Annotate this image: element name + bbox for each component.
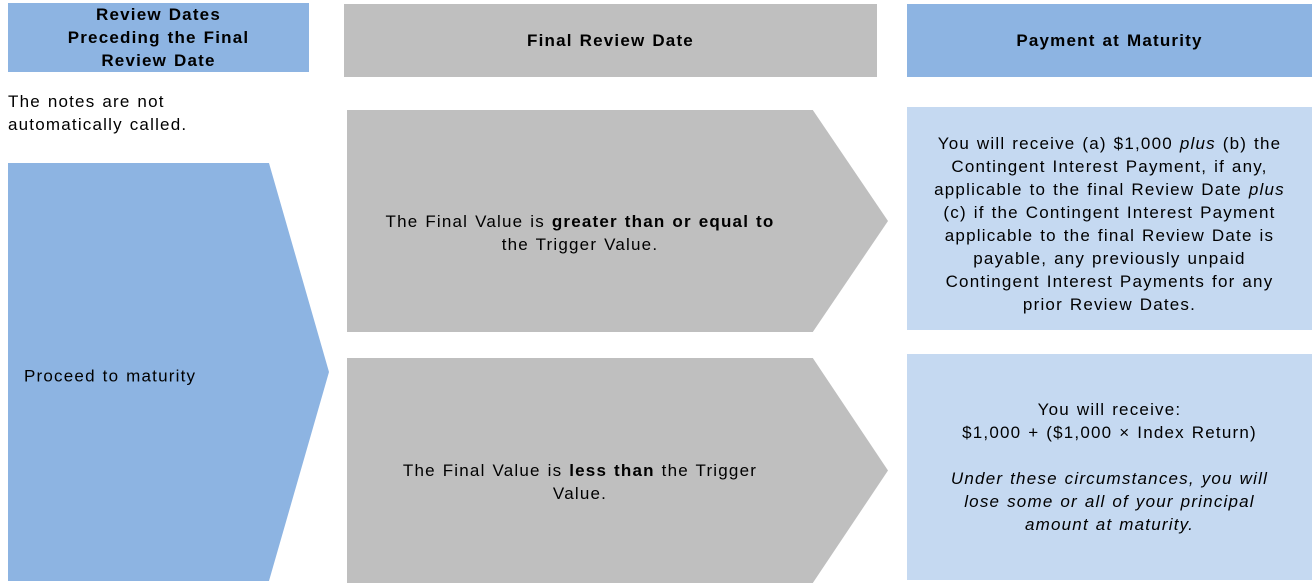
column-header-payment-at-maturity: Payment at Maturity: [907, 4, 1312, 77]
column-header-final-review-date-label: Final Review Date: [527, 31, 694, 50]
below-trigger-text-post: the Trigger Value.: [552, 461, 758, 503]
final-value-above-trigger-arrow: The Final Value is greater than or equal…: [347, 110, 888, 332]
payment-above-s2: (b) the Contingent Interest Payment, if …: [934, 134, 1282, 199]
above-trigger-text-pre: The Final Value is: [385, 211, 552, 231]
payment-above-plus-1: plus: [1179, 134, 1216, 153]
proceed-to-maturity-arrow: Proceed to maturity: [8, 163, 329, 581]
payment-above-s3: (c) if the Contingent Interest Payment a…: [943, 203, 1276, 314]
column-header-review-dates-label: Review Dates Preceding the Final Review …: [67, 5, 250, 70]
final-value-above-trigger-text: The Final Value is greater than or equal…: [386, 187, 775, 256]
column-header-payment-at-maturity-label: Payment at Maturity: [1016, 31, 1203, 50]
below-trigger-text-bold: less than: [569, 461, 655, 480]
column-header-review-dates: Review Dates Preceding the Final Review …: [8, 3, 309, 72]
column-header-final-review-date: Final Review Date: [344, 4, 877, 77]
above-trigger-text-post: the Trigger Value.: [501, 234, 659, 254]
payment-above-trigger-text: You will receive (a) $1,000 plus (b) the…: [934, 109, 1285, 316]
payment-above-plus-2: plus: [1248, 180, 1285, 199]
payment-below-receive-text: You will receive: $1,000 + ($1,000 × Ind…: [962, 400, 1257, 442]
principal-loss-note: Under these circumstances, you will lose…: [950, 469, 1269, 534]
proceed-to-maturity-label: Proceed to maturity: [24, 366, 197, 386]
above-trigger-text-bold: greater than or equal to: [551, 211, 775, 231]
final-value-below-trigger-text: The Final Value is less than the Trigger…: [403, 436, 757, 505]
final-value-below-trigger-arrow: The Final Value is less than the Trigger…: [347, 358, 888, 583]
payment-above-s1: You will receive (a) $1,000: [937, 134, 1180, 153]
payment-below-trigger-box: You will receive: $1,000 + ($1,000 × Ind…: [907, 354, 1312, 580]
payment-above-trigger-box: You will receive (a) $1,000 plus (b) the…: [907, 107, 1312, 330]
notes-not-called-text: The notes are not automatically called.: [8, 92, 188, 134]
below-trigger-text-pre: The Final Value is: [402, 461, 570, 480]
